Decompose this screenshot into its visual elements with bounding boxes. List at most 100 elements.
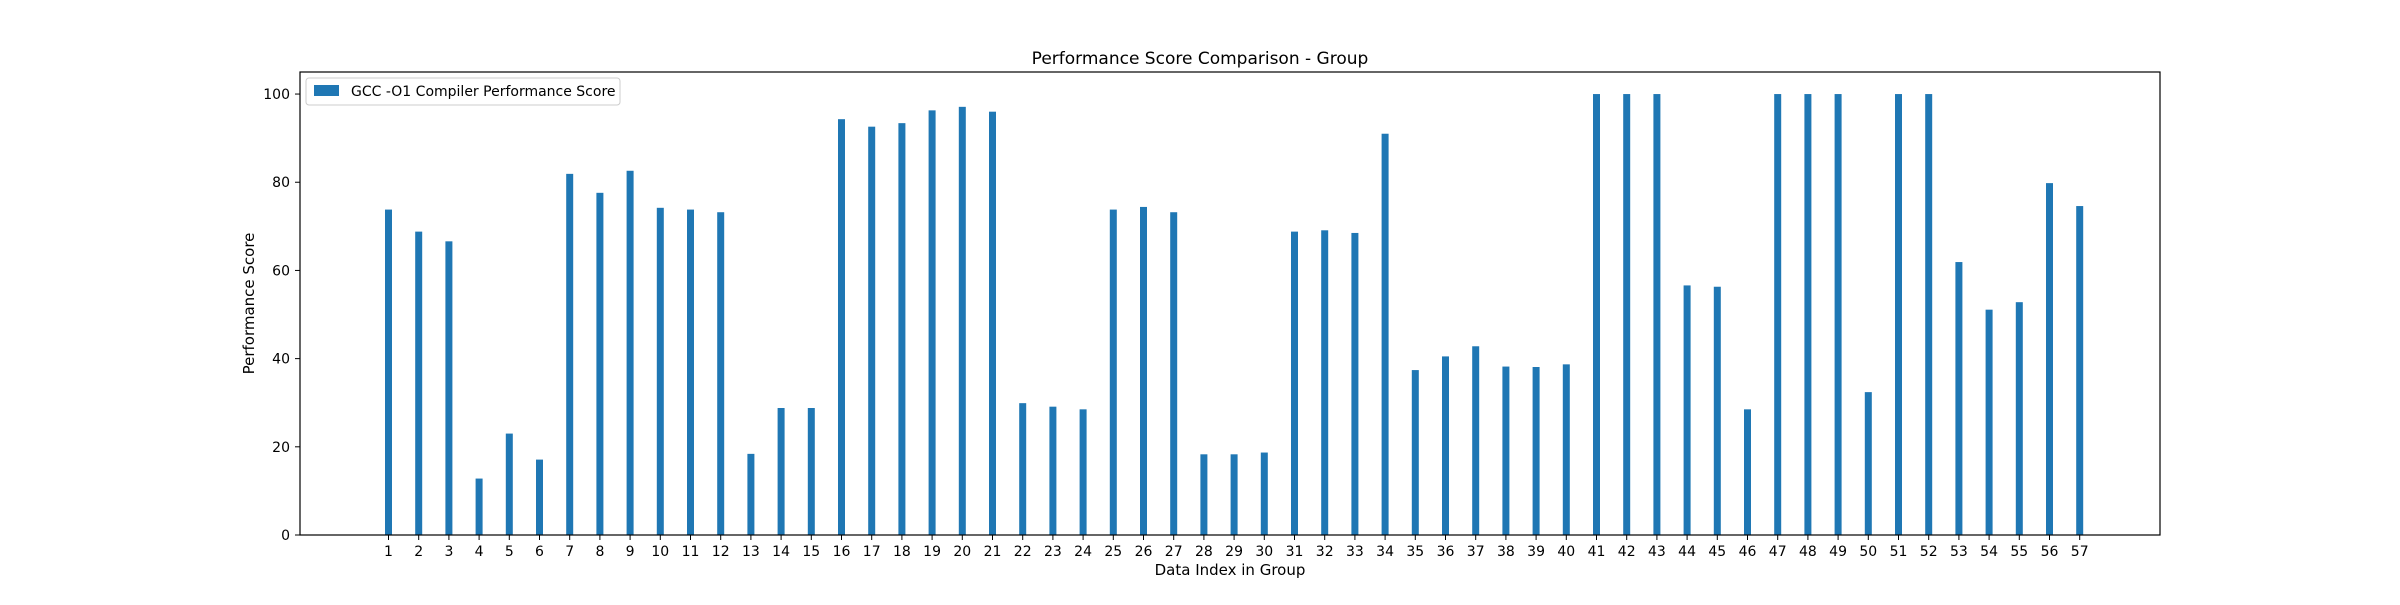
x-tick-label-12: 12 bbox=[712, 544, 730, 560]
x-tick-label-38: 38 bbox=[1497, 544, 1515, 560]
x-tick-label-30: 30 bbox=[1255, 544, 1273, 560]
x-tick-label-50: 50 bbox=[1859, 544, 1877, 560]
x-tick-label-51: 51 bbox=[1890, 544, 1908, 560]
x-tick-label-27: 27 bbox=[1165, 544, 1183, 560]
y-tick-label-80: 80 bbox=[272, 175, 290, 191]
x-tick-label-22: 22 bbox=[1014, 544, 1032, 560]
x-tick-label-9: 9 bbox=[626, 544, 635, 560]
bar-15 bbox=[807, 408, 815, 535]
bar-30 bbox=[1260, 452, 1268, 535]
bar-55 bbox=[2015, 302, 2023, 535]
x-tick-label-41: 41 bbox=[1588, 544, 1606, 560]
bar-31 bbox=[1291, 231, 1298, 535]
x-tick-label-46: 46 bbox=[1739, 544, 1757, 560]
x-tick-label-18: 18 bbox=[893, 544, 911, 560]
bar-24 bbox=[1079, 409, 1087, 535]
x-tick-label-13: 13 bbox=[742, 544, 760, 560]
x-tick-label-45: 45 bbox=[1708, 544, 1726, 560]
y-tick-label-0: 0 bbox=[281, 528, 290, 544]
bar-35 bbox=[1411, 370, 1419, 535]
x-tick-label-16: 16 bbox=[833, 544, 851, 560]
x-tick-label-1: 1 bbox=[384, 544, 393, 560]
x-tick-label-53: 53 bbox=[1950, 544, 1968, 560]
bar-45 bbox=[1713, 286, 1721, 535]
x-tick-label-34: 34 bbox=[1376, 544, 1394, 560]
bar-33 bbox=[1351, 232, 1359, 535]
bar-13 bbox=[747, 453, 755, 535]
x-tick-label-48: 48 bbox=[1799, 544, 1817, 560]
x-tick-label-31: 31 bbox=[1286, 544, 1304, 560]
bars-layer bbox=[385, 94, 2084, 536]
x-tick-label-29: 29 bbox=[1225, 544, 1243, 560]
x-tick-label-20: 20 bbox=[953, 544, 971, 560]
x-tick-label-6: 6 bbox=[535, 544, 544, 560]
bar-54 bbox=[1985, 309, 1993, 535]
bar-23 bbox=[1049, 406, 1057, 535]
x-tick-label-33: 33 bbox=[1346, 544, 1364, 560]
bar-20 bbox=[958, 106, 966, 535]
x-tick-label-14: 14 bbox=[772, 544, 790, 560]
bar-25 bbox=[1109, 209, 1117, 535]
x-tick-label-26: 26 bbox=[1135, 544, 1153, 560]
x-tick-label-17: 17 bbox=[863, 544, 881, 560]
x-tick-label-49: 49 bbox=[1829, 544, 1847, 560]
x-tick-label-10: 10 bbox=[651, 544, 669, 560]
y-tick-label-20: 20 bbox=[272, 440, 290, 456]
legend-label: GCC -O1 Compiler Performance Score bbox=[351, 84, 616, 100]
bar-46 bbox=[1744, 409, 1751, 535]
bar-40 bbox=[1562, 364, 1570, 535]
x-tick-label-19: 19 bbox=[923, 544, 941, 560]
legend-box bbox=[305, 77, 621, 106]
x-tick-label-56: 56 bbox=[2041, 544, 2059, 560]
bar-4 bbox=[475, 478, 483, 535]
x-tick-label-21: 21 bbox=[984, 544, 1002, 560]
x-tick-label-42: 42 bbox=[1618, 544, 1636, 560]
bar-49 bbox=[1834, 94, 1842, 536]
x-tick-label-11: 11 bbox=[682, 544, 700, 560]
x-tick-label-57: 57 bbox=[2071, 544, 2089, 560]
bar-2 bbox=[415, 231, 423, 535]
bar-21 bbox=[989, 111, 996, 535]
x-tick-label-32: 32 bbox=[1316, 544, 1334, 560]
legend-swatch bbox=[314, 85, 339, 96]
bar-14 bbox=[777, 408, 785, 535]
x-tick-label-40: 40 bbox=[1557, 544, 1575, 560]
bar-41 bbox=[1593, 94, 1600, 536]
x-tick-label-54: 54 bbox=[1980, 544, 1998, 560]
bar-19 bbox=[928, 110, 936, 536]
x-tick-label-23: 23 bbox=[1044, 544, 1062, 560]
bar-5 bbox=[505, 433, 513, 535]
bar-3 bbox=[445, 241, 453, 535]
bar-38 bbox=[1502, 366, 1510, 535]
bar-29 bbox=[1230, 454, 1238, 535]
bar-36 bbox=[1442, 356, 1449, 535]
bar-32 bbox=[1321, 230, 1329, 536]
x-tick-label-47: 47 bbox=[1769, 544, 1787, 560]
y-tick-label-100: 100 bbox=[263, 87, 290, 103]
y-tick-label-60: 60 bbox=[272, 263, 290, 279]
bar-17 bbox=[868, 126, 876, 536]
bar-16 bbox=[838, 119, 845, 536]
y-axis: 0 20 40 60 80 100 bbox=[263, 87, 300, 544]
bar-48 bbox=[1804, 94, 1812, 536]
bar-12 bbox=[717, 212, 725, 535]
y-axis-label: Performance Score bbox=[240, 233, 258, 375]
x-tick-label-15: 15 bbox=[802, 544, 820, 560]
bar-7 bbox=[566, 173, 574, 536]
bar-37 bbox=[1472, 346, 1480, 535]
x-tick-label-7: 7 bbox=[565, 544, 574, 560]
x-tick-label-35: 35 bbox=[1406, 544, 1424, 560]
bar-43 bbox=[1653, 94, 1661, 536]
bar-8 bbox=[596, 192, 604, 535]
bar-47 bbox=[1774, 94, 1782, 536]
x-tick-label-39: 39 bbox=[1527, 544, 1545, 560]
bar-11 bbox=[687, 209, 694, 535]
bar-1 bbox=[385, 209, 392, 535]
x-tick-label-3: 3 bbox=[444, 544, 453, 560]
bar-28 bbox=[1200, 454, 1208, 535]
bar-57 bbox=[2076, 206, 2084, 536]
bar-26 bbox=[1140, 206, 1147, 535]
x-tick-label-8: 8 bbox=[595, 544, 604, 560]
x-tick-label-52: 52 bbox=[1920, 544, 1938, 560]
